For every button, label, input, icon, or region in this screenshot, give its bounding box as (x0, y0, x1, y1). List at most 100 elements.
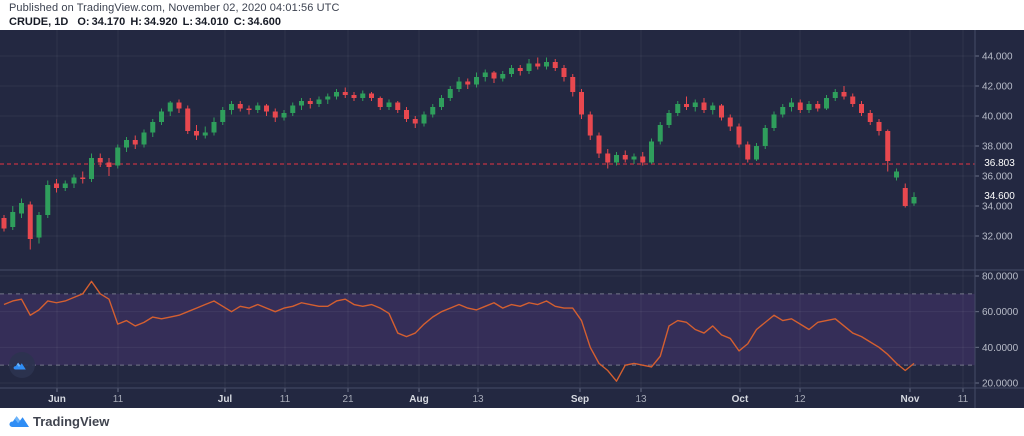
candle (876, 119, 882, 136)
candle (867, 110, 873, 125)
price-axis-label: 32.000 (982, 232, 1013, 243)
candle (754, 143, 759, 161)
candle (141, 129, 147, 148)
time-axis[interactable] (0, 388, 975, 408)
indicator-pane[interactable] (0, 270, 975, 388)
candle (106, 158, 112, 176)
candle (447, 86, 453, 101)
time-axis-label: 12 (794, 394, 806, 405)
high-value: 34.920 (143, 16, 178, 28)
candle (850, 93, 856, 107)
candle (579, 89, 584, 119)
candle (841, 86, 847, 100)
candle (237, 101, 243, 112)
candle (185, 105, 191, 134)
candle (281, 110, 287, 121)
candle (762, 125, 768, 149)
candle (342, 87, 348, 98)
indicator-axis-label: 20.0000 (982, 378, 1019, 389)
candle (325, 93, 331, 104)
last-price-tag: 34.600 (984, 191, 1015, 202)
candle (1, 215, 7, 232)
publish-header: Published on TradingView.com, November 0… (0, 0, 1024, 30)
time-axis-label: 11 (113, 394, 124, 405)
candle (124, 137, 129, 152)
time-axis-label: 21 (342, 394, 354, 405)
candle (500, 71, 506, 82)
time-axis-label: 13 (635, 394, 647, 405)
candle (439, 95, 444, 110)
candle (535, 57, 541, 70)
candle (360, 90, 366, 101)
candle (272, 108, 278, 122)
main-price-pane[interactable] (0, 30, 975, 270)
candle (54, 179, 59, 193)
candle (307, 98, 313, 109)
candle (605, 149, 611, 169)
candle (36, 212, 42, 244)
close-value: 34.600 (247, 16, 282, 28)
candle (167, 101, 173, 116)
candle (911, 192, 917, 206)
candle (202, 126, 208, 139)
candle (745, 141, 751, 163)
candle (517, 65, 523, 76)
indicator-line (3, 280, 915, 382)
symbol-ohlc-legend[interactable]: CRUDE, 1D O: 34.170 H: 34.920 L: 34.010 C: 3… (9, 16, 283, 28)
candle (622, 150, 628, 163)
published-line: Published on TradingView.com, November 0… (9, 2, 340, 14)
candle (902, 183, 908, 208)
candle (80, 171, 86, 184)
candle (701, 98, 707, 113)
candle (159, 108, 164, 125)
indicator-axis-label: 60.0000 (982, 307, 1019, 318)
candle (509, 65, 514, 77)
candle (264, 104, 269, 116)
candle (675, 101, 681, 116)
candle (657, 122, 663, 145)
candle (299, 98, 304, 110)
candle (430, 104, 436, 118)
indicator-axis-label: 40.0000 (982, 343, 1019, 354)
candle (255, 102, 261, 113)
open-value: 34.170 (91, 16, 126, 28)
chart-area: Jun 11 Jul 11 21 Aug 13 Sep 13 Oct 12 Nov 11 44.000 42… (0, 30, 1024, 408)
price-axis-label: 40.000 (982, 112, 1013, 123)
candle (797, 99, 803, 113)
candle (894, 168, 899, 181)
time-axis-label: 13 (472, 394, 484, 405)
low-label: L: (182, 16, 194, 28)
tradingview-logo-icon[interactable] (8, 413, 30, 435)
price-axis-label: 38.000 (982, 142, 1013, 153)
time-axis-label: Sep (571, 394, 589, 405)
candle (176, 99, 182, 113)
candle (316, 96, 322, 107)
tradingview-brand-text[interactable]: TradingView (33, 414, 110, 429)
candle (666, 110, 672, 128)
candle (640, 152, 646, 166)
time-axis-label: Aug (409, 394, 428, 405)
candle (421, 111, 427, 127)
candlestick-series (1, 57, 917, 250)
candle (351, 92, 357, 101)
candle (596, 132, 602, 158)
candle (859, 101, 864, 116)
candle (736, 123, 742, 148)
price-axis[interactable] (975, 30, 1024, 388)
candle (526, 59, 532, 74)
candle (132, 135, 138, 149)
candle (544, 57, 549, 70)
candle (404, 107, 409, 122)
candle (491, 71, 497, 83)
time-axis-label: Nov (901, 394, 920, 405)
candle (780, 104, 786, 118)
candle (334, 89, 339, 100)
candle (290, 102, 296, 116)
candle (832, 89, 838, 101)
candle (465, 78, 471, 89)
candle (369, 92, 374, 101)
candle (789, 98, 794, 112)
time-axis-label: Jul (218, 394, 233, 405)
tradingview-watermark-icon (9, 352, 35, 378)
candle (570, 74, 576, 97)
